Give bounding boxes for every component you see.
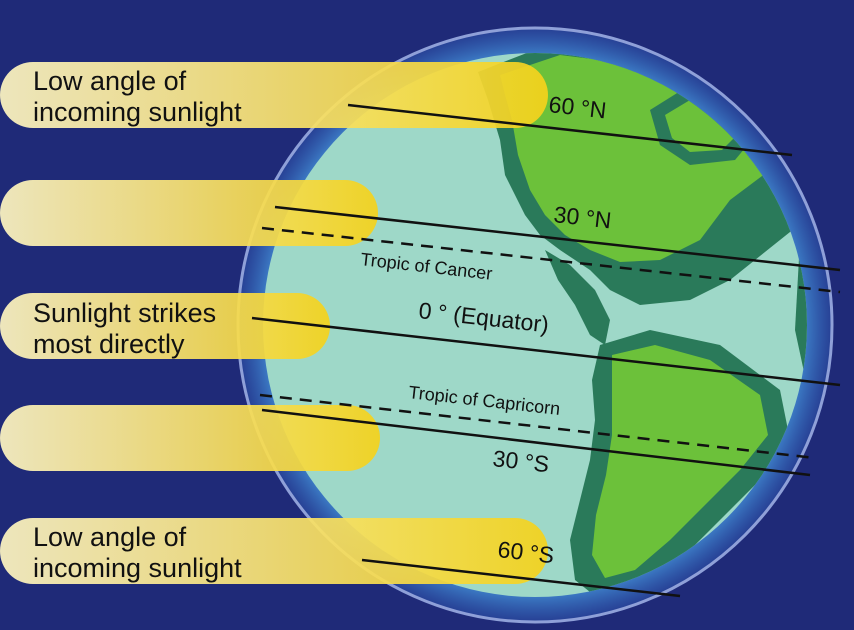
bottom-sunlight-label: Low angle of incoming sunlight <box>33 522 242 583</box>
latitude-line-30n <box>274 205 841 272</box>
equator-line <box>251 316 841 387</box>
latitude-line-60n <box>347 103 793 157</box>
latitude-lines <box>251 103 841 598</box>
sunlight-beam-3 <box>0 293 330 359</box>
latitude-line-30s <box>261 408 811 477</box>
label-30s: 30 °S <box>491 445 550 477</box>
central-america <box>545 250 610 345</box>
top-sunlight-label: Low angle of incoming sunlight <box>33 66 242 127</box>
label-60n: 60 °N <box>547 91 607 123</box>
south-america-light <box>592 345 768 578</box>
sunlight-beam-4 <box>0 405 380 471</box>
middle-sunlight-label: Sunlight strikes most directly <box>33 298 224 359</box>
tropic-of-cancer-line <box>261 226 841 294</box>
tropic-of-capricorn-line <box>259 393 816 460</box>
sunlight-beam-5 <box>0 518 548 584</box>
label-60s: 60 °S <box>496 536 555 568</box>
label-30n: 30 °N <box>552 201 612 233</box>
latitude-line-60s <box>361 558 681 598</box>
